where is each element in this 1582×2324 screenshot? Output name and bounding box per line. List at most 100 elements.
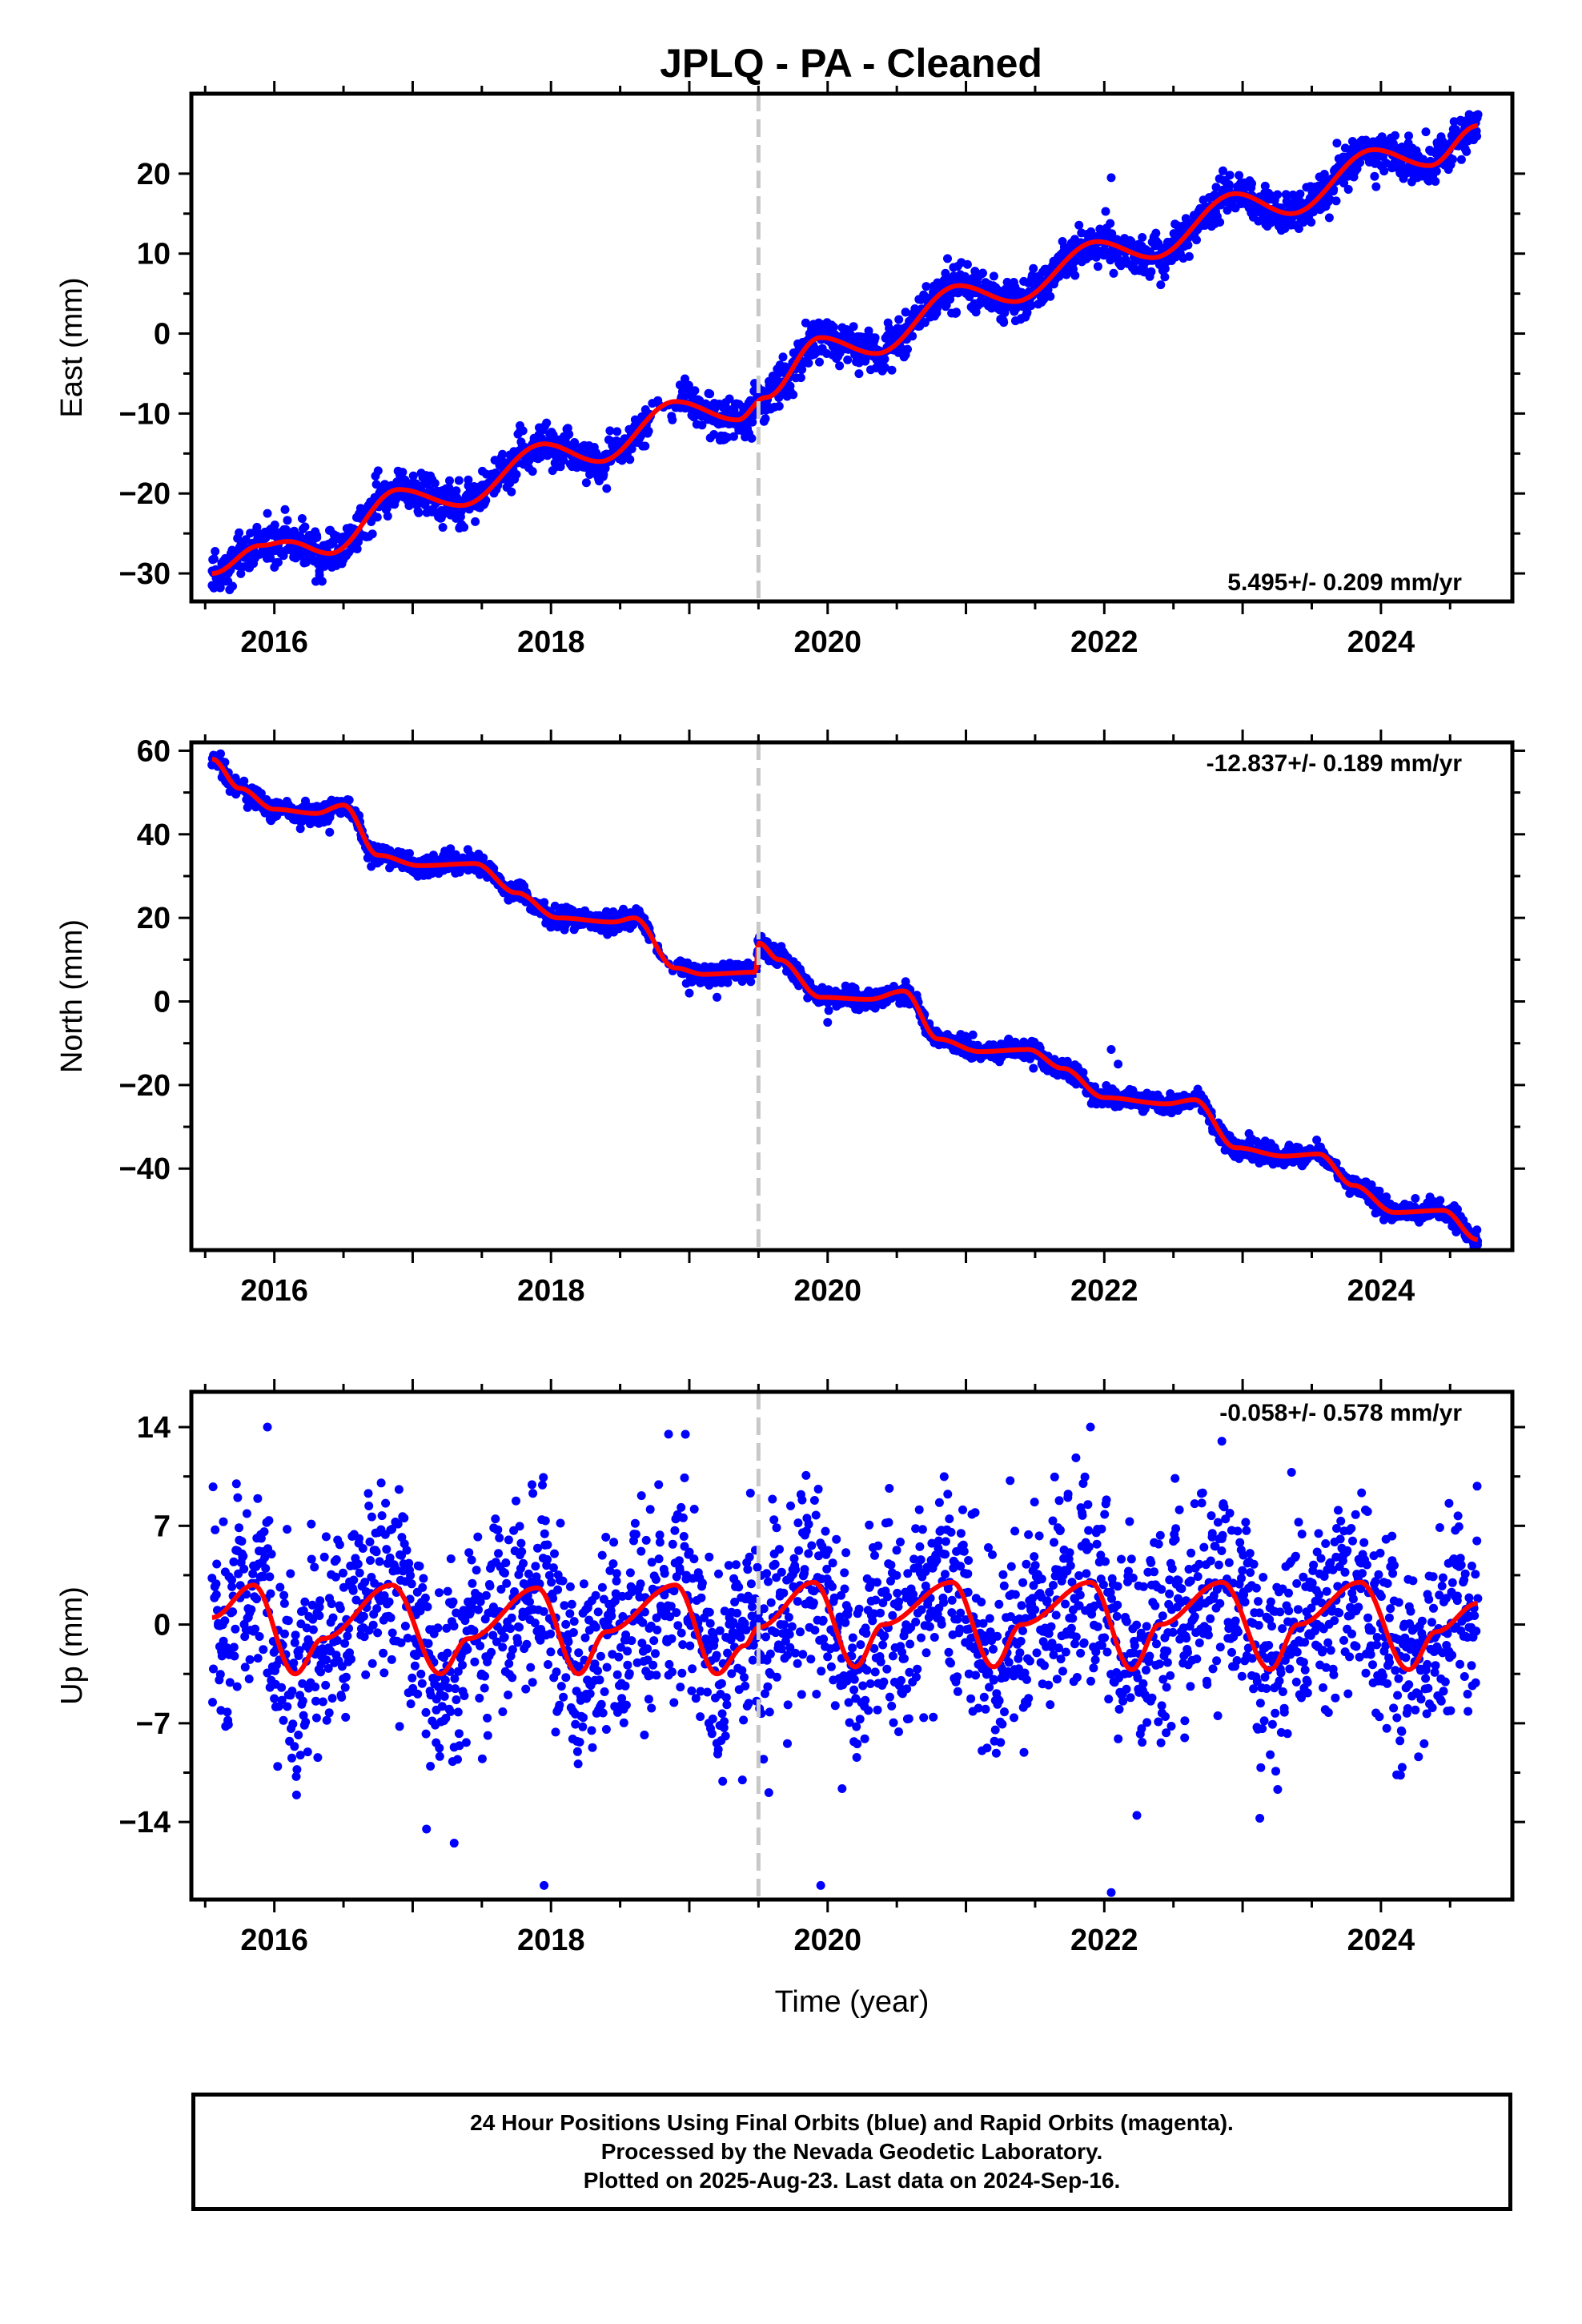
data-point — [1473, 110, 1483, 119]
data-point — [270, 521, 279, 529]
data-point — [239, 1551, 248, 1561]
plot-area — [207, 1422, 1483, 1897]
data-point — [640, 441, 650, 451]
data-point — [253, 1654, 263, 1663]
data-point — [266, 1589, 275, 1598]
data-point — [644, 426, 653, 436]
data-point — [438, 523, 448, 532]
data-point — [908, 332, 917, 341]
y-tick-label: 60 — [137, 734, 171, 768]
data-point — [446, 844, 456, 854]
plot-area — [207, 749, 1483, 1250]
data-point — [602, 484, 612, 493]
data-point — [212, 1559, 222, 1569]
data-point — [229, 1642, 239, 1652]
data-point — [1029, 1063, 1038, 1073]
x-tick-label: 2020 — [793, 625, 861, 659]
data-points — [207, 110, 1483, 594]
y-axis-label: North (mm) — [55, 919, 89, 1073]
data-point — [1448, 155, 1457, 164]
data-point — [1116, 261, 1126, 271]
data-point — [1146, 267, 1156, 276]
data-point — [1101, 207, 1110, 216]
data-point — [219, 1636, 228, 1646]
data-point — [952, 308, 961, 317]
data-point — [239, 1564, 249, 1574]
data-point — [1391, 131, 1399, 140]
data-point — [1371, 182, 1381, 191]
data-point — [887, 365, 897, 375]
data-point — [920, 318, 930, 328]
data-point — [267, 1550, 276, 1559]
data-point — [542, 418, 552, 428]
data-point — [1472, 1225, 1482, 1235]
data-point — [430, 479, 440, 488]
data-point — [215, 583, 225, 593]
data-point — [1166, 1089, 1175, 1099]
data-point — [789, 390, 798, 400]
data-point — [1343, 185, 1353, 194]
data-point — [312, 533, 322, 542]
data-point — [843, 355, 853, 364]
data-point — [761, 414, 770, 424]
data-point — [235, 528, 244, 537]
data-point — [220, 1616, 230, 1626]
data-point — [619, 904, 628, 914]
data-point — [344, 795, 354, 805]
data-point — [625, 455, 635, 464]
data-point — [725, 394, 734, 404]
data-point — [1247, 179, 1256, 188]
data-point — [208, 1482, 218, 1492]
data-point — [1382, 1192, 1391, 1201]
data-point — [903, 344, 912, 354]
x-tick-label: 2016 — [240, 1274, 308, 1308]
data-point — [627, 444, 636, 453]
data-point — [1456, 155, 1466, 164]
data-point — [233, 1493, 243, 1502]
data-point — [230, 1651, 239, 1661]
data-point — [528, 467, 537, 476]
data-point — [870, 333, 880, 343]
data-point — [227, 1582, 237, 1591]
data-point — [225, 1678, 235, 1687]
data-point — [240, 1663, 250, 1672]
data-point — [229, 1557, 239, 1566]
outlier-point — [713, 992, 722, 1002]
data-point — [943, 254, 952, 263]
data-point — [1472, 131, 1482, 141]
x-tick-label: 2022 — [1070, 625, 1138, 659]
data-point — [1224, 180, 1234, 189]
data-point — [1235, 171, 1244, 180]
data-point — [854, 369, 864, 379]
y-tick-label: −20 — [119, 477, 171, 511]
x-tick-label: 2024 — [1347, 625, 1415, 659]
data-point — [264, 1516, 274, 1526]
data-point — [507, 487, 516, 497]
data-point — [1029, 263, 1038, 273]
data-point — [256, 789, 266, 798]
data-point — [705, 389, 715, 399]
outlier-point — [1114, 1059, 1123, 1069]
outlier-point — [311, 577, 320, 586]
data-point — [1074, 220, 1084, 230]
plot-area — [207, 110, 1483, 594]
data-point — [1090, 1082, 1099, 1092]
data-point — [1462, 147, 1472, 156]
data-point — [352, 545, 362, 553]
data-point — [880, 354, 889, 364]
data-point — [1355, 158, 1365, 167]
data-point — [223, 1707, 232, 1717]
data-point — [1307, 218, 1316, 227]
data-point — [1151, 228, 1161, 238]
data-point — [445, 476, 454, 485]
y-axis-label: East (mm) — [55, 277, 89, 417]
velocity-annotation: -12.837+/- 0.189 mm/yr — [1207, 750, 1463, 777]
data-point — [1225, 171, 1235, 180]
data-point — [251, 1624, 260, 1634]
model-curve — [211, 123, 1479, 577]
data-point — [498, 449, 508, 459]
data-point — [1329, 184, 1339, 194]
data-point — [1215, 218, 1225, 227]
